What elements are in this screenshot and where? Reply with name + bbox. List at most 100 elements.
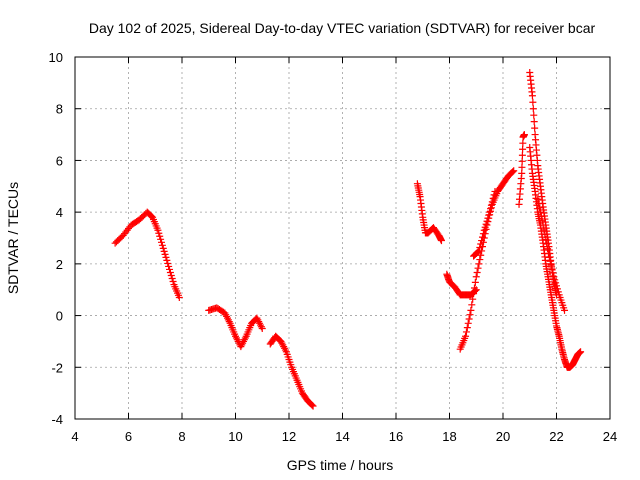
data-point: [518, 163, 526, 171]
data-point: [478, 233, 486, 241]
grid: [75, 57, 610, 419]
data-point: [519, 139, 527, 147]
data-point: [529, 98, 537, 106]
data-point: [481, 223, 489, 231]
data-point: [485, 211, 493, 219]
data-point: [175, 293, 183, 301]
data-point: [476, 256, 484, 264]
data-point: [519, 145, 527, 153]
data-point: [476, 243, 484, 251]
x-tick-label: 22: [549, 429, 563, 444]
x-tick-labels: 4 6 8 10 12 14 16 18 20 22 24: [71, 429, 617, 444]
data-point: [491, 187, 499, 195]
data-point: [167, 271, 175, 279]
data-point: [157, 235, 165, 243]
data-point: [541, 231, 549, 239]
data-point: [158, 241, 166, 249]
data-point: [469, 295, 477, 303]
data-point: [480, 226, 488, 234]
data-point: [258, 325, 266, 332]
data-point: [531, 124, 539, 132]
data-point: [487, 205, 495, 213]
data-point: [163, 256, 171, 264]
data-point: [518, 151, 526, 159]
data-point: [540, 226, 548, 234]
data-point: [308, 401, 316, 409]
data-point: [520, 131, 528, 139]
x-axis-label: GPS time / hours: [287, 457, 394, 473]
data-point: [489, 194, 497, 202]
data-point: [474, 264, 482, 272]
data-point: [464, 319, 472, 327]
x-tick-label: 24: [603, 429, 617, 444]
data-point: [162, 253, 170, 261]
data-point: [465, 315, 473, 323]
data-point: [479, 230, 487, 238]
data-point: [473, 268, 481, 276]
data-point: [486, 208, 494, 216]
data-point: [484, 214, 492, 222]
data-point: [488, 198, 496, 206]
data-point: [257, 323, 265, 331]
data-point: [551, 276, 559, 284]
data-point: [467, 306, 475, 314]
data-point: [468, 301, 476, 309]
data-point: [463, 324, 471, 332]
data-point: [544, 250, 552, 258]
data-point: [160, 247, 168, 255]
data-point: [536, 204, 544, 212]
y-tick-label: 4: [56, 205, 63, 220]
data-point: [542, 235, 550, 243]
data-point: [477, 240, 485, 248]
data-point: [470, 290, 478, 298]
data-point: [536, 208, 544, 216]
data-point: [490, 191, 498, 199]
data-point: [475, 260, 483, 268]
data-point: [546, 257, 554, 265]
data-point: [161, 250, 169, 258]
data-point: [159, 244, 167, 252]
data-point: [534, 195, 542, 203]
data-point: [470, 284, 478, 292]
data-point: [549, 269, 557, 277]
data-point: [530, 118, 538, 126]
data-point: [154, 226, 162, 234]
data-point: [548, 265, 556, 273]
data-point: [166, 265, 174, 273]
data-point: [518, 157, 526, 165]
data-point: [538, 217, 546, 225]
axis-ticks: [74, 56, 611, 420]
data-point: [165, 262, 173, 270]
data-point: [545, 253, 553, 261]
x-tick-label: 6: [125, 429, 132, 444]
data-point: [483, 217, 491, 225]
data-point: [164, 259, 172, 267]
x-tick-label: 16: [389, 429, 403, 444]
data-point: [466, 311, 474, 319]
data-point: [156, 232, 164, 240]
data-point: [475, 247, 483, 255]
data-point: [169, 278, 177, 286]
data-point: [168, 275, 176, 283]
x-tick-label: 18: [442, 429, 456, 444]
x-tick-label: 12: [282, 429, 296, 444]
data-point: [543, 240, 551, 248]
x-tick-label: 10: [228, 429, 242, 444]
data-point: [487, 201, 495, 209]
data-point: [155, 229, 163, 237]
y-tick-label: -2: [51, 360, 63, 375]
data-point: [550, 273, 558, 281]
data-point: [309, 402, 317, 410]
data-point: [552, 279, 560, 287]
chart-title: Day 102 of 2025, Sidereal Day-to-day VTE…: [89, 20, 596, 36]
y-tick-label: 6: [56, 153, 63, 168]
data-point: [577, 348, 585, 356]
data-point: [547, 261, 555, 269]
y-tick-label: 0: [56, 309, 63, 324]
y-tick-labels: -4 -2 0 2 4 6 8 10: [49, 50, 63, 427]
y-tick-label: 8: [56, 102, 63, 117]
data-point: [553, 282, 560, 290]
x-tick-label: 20: [496, 429, 510, 444]
data-point: [474, 248, 482, 256]
data-point: [529, 105, 537, 113]
